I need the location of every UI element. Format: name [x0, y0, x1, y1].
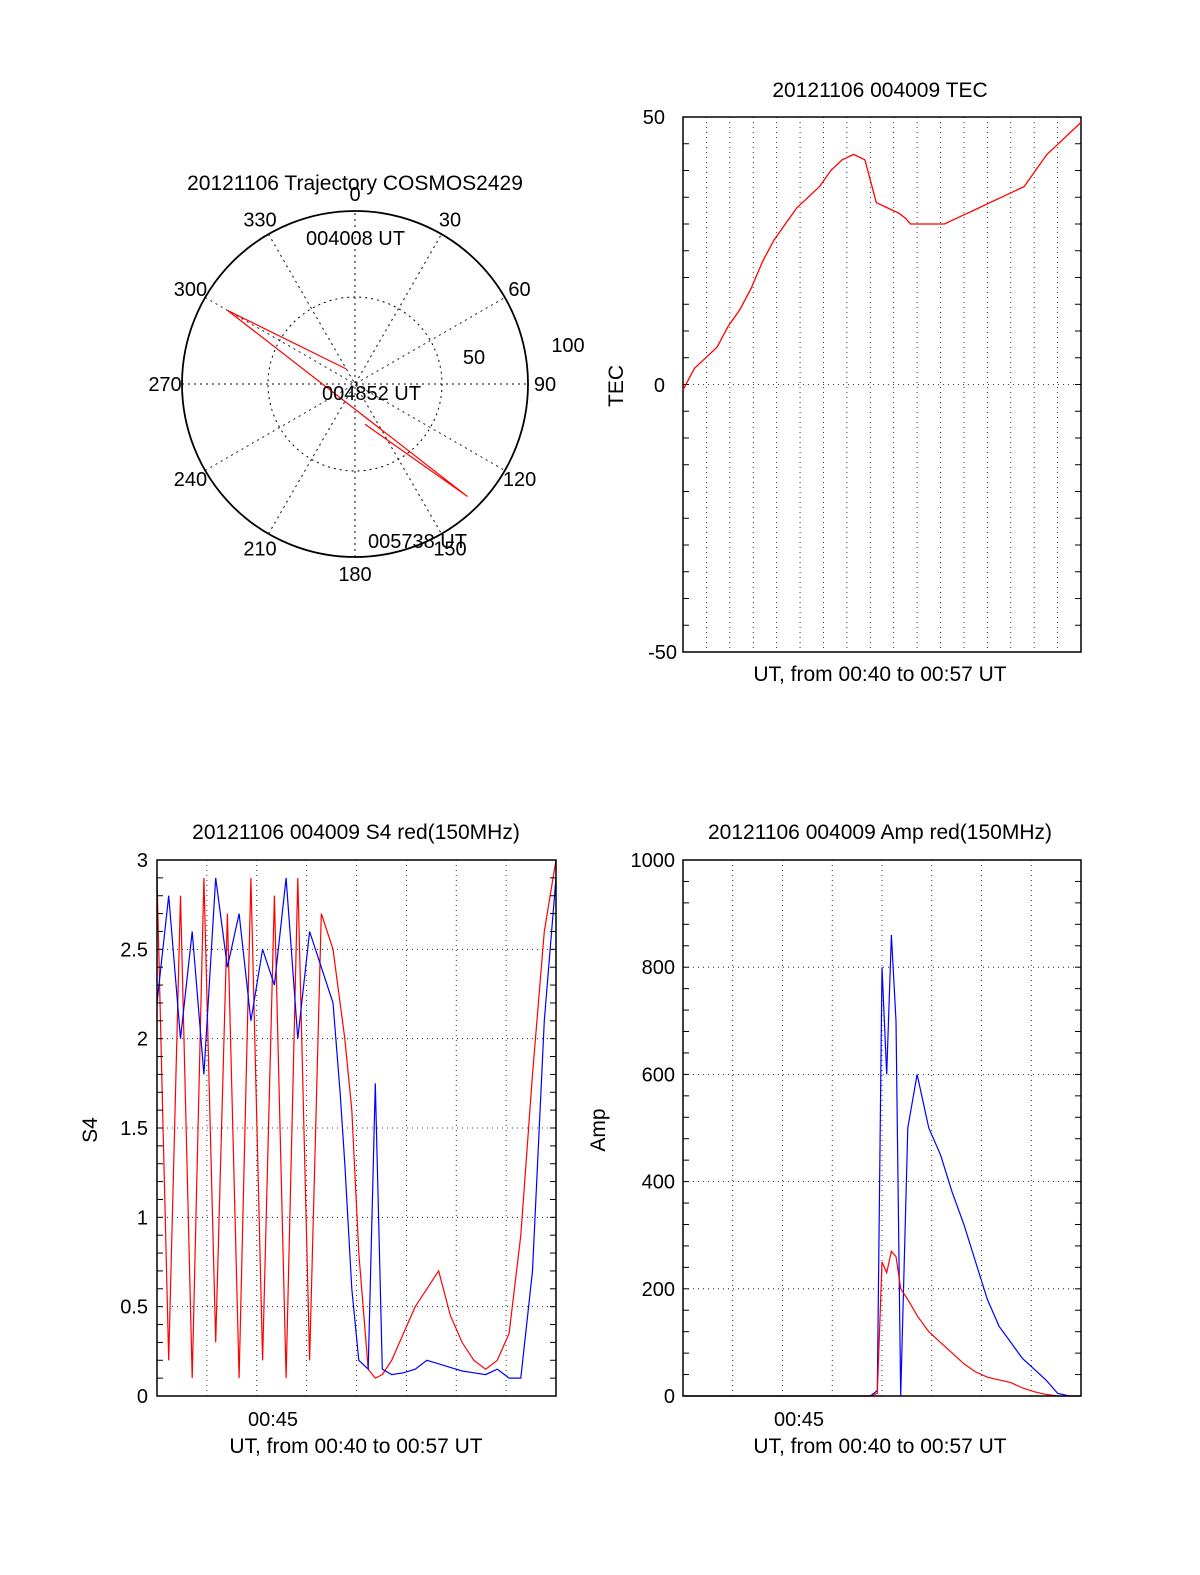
- s4-xlabel: UT, from 00:40 to 00:57 UT: [229, 1435, 482, 1458]
- s4-ytick-label: 3: [137, 850, 148, 872]
- amp-ylabel: Amp: [587, 1108, 610, 1151]
- tec-panel: 20121106 004009 TEC 50 0 -50 TEC UT, fro…: [605, 79, 1082, 686]
- tec-xlabel: UT, from 00:40 to 00:57 UT: [753, 663, 1006, 686]
- azimuth-label-330: 330: [243, 209, 276, 231]
- amp-ticks: [683, 859, 1081, 1397]
- s4-ytick-label: 1.5: [120, 1118, 148, 1140]
- polar-spoke: [268, 233, 442, 535]
- polar-title: 20121106 Trajectory COSMOS2429: [187, 172, 523, 195]
- azimuth-label-300: 300: [174, 279, 207, 301]
- annotation-start-time: 004008 UT: [306, 228, 405, 250]
- amp-series-red: [683, 1250, 1081, 1397]
- s4-title: 20121106 004009 S4 red(150MHz): [192, 821, 520, 844]
- tec-ytick-minus50: -50: [648, 642, 677, 664]
- azimuth-label-270: 270: [148, 374, 181, 396]
- azimuth-label-240: 240: [174, 469, 207, 491]
- tec-ytick-50: 50: [643, 107, 665, 129]
- s4-series-blue: [156, 877, 557, 1379]
- amp-ytick-label: 0: [664, 1386, 675, 1408]
- amp-ytick-label: 800: [642, 957, 675, 979]
- azimuth-label-0: 0: [349, 184, 360, 206]
- amp-panel: 20121106 004009 Amp red(150MHz) 0 200 400 6…: [587, 821, 1082, 1458]
- polar-grid: [181, 210, 529, 558]
- tec-ytick-0: 0: [654, 375, 665, 397]
- polar-azimuth-labels: 0 30 60 90 120 150 180 210 240 270 300 330: [148, 184, 556, 586]
- tec-grid: [683, 117, 1081, 652]
- annotation-end-time: 005738 UT: [368, 531, 467, 553]
- ring-label-100: 100: [551, 335, 584, 357]
- amp-ytick-labels: 0 200 400 600 800 1000: [631, 850, 676, 1408]
- amp-series-blue: [683, 934, 1081, 1397]
- tec-plot-frame: [682, 116, 1082, 653]
- polar-spoke: [268, 233, 442, 535]
- ring-label-50: 50: [463, 347, 485, 369]
- s4-panel: 20121106 004009 S4 red(150MHz) 0 0.5 1 1.5 2…: [79, 821, 557, 1458]
- tec-series-red: [682, 121, 1082, 391]
- s4-series-red: [156, 859, 557, 1379]
- s4-ytick-label: 1: [137, 1207, 148, 1229]
- amp-ytick-label: 600: [642, 1064, 675, 1086]
- trajectory-line: [227, 309, 468, 498]
- azimuth-label-150: 150: [433, 539, 466, 561]
- annotation-mid-time: 004852 UT: [322, 383, 421, 405]
- s4-ytick-label: 0: [137, 1386, 148, 1408]
- amp-ytick-label: 200: [642, 1279, 675, 1301]
- azimuth-label-120: 120: [503, 469, 536, 491]
- tec-title: 20121106 004009 TEC: [772, 79, 987, 102]
- amp-ytick-label: 1000: [631, 850, 676, 872]
- amp-xlabel: UT, from 00:40 to 00:57 UT: [753, 1435, 1006, 1458]
- azimuth-label-60: 60: [508, 279, 530, 301]
- amp-xtick-0045: 00:45: [774, 1409, 824, 1431]
- azimuth-label-180: 180: [338, 564, 371, 586]
- azimuth-label-210: 210: [243, 539, 276, 561]
- azimuth-label-30: 30: [439, 209, 461, 231]
- tec-ylabel: TEC: [605, 365, 628, 407]
- amp-grid: [683, 860, 1081, 1396]
- polar-spoke: [204, 297, 506, 471]
- s4-ticks: [157, 859, 556, 1397]
- azimuth-label-90: 90: [534, 374, 556, 396]
- polar-spoke: [204, 297, 506, 471]
- s4-xtick-0045: 00:45: [248, 1409, 298, 1431]
- s4-ylabel: S4: [79, 1117, 102, 1143]
- polar-panel: 20121106 Trajectory COSMOS2429 0 30 60 90 12…: [148, 172, 584, 586]
- s4-ytick-label: 0.5: [120, 1297, 148, 1319]
- s4-ytick-label: 2.5: [120, 939, 148, 961]
- amp-plot-frame: [682, 859, 1082, 1397]
- s4-ytick-labels: 0 0.5 1 1.5 2 2.5 3: [120, 850, 148, 1408]
- s4-ytick-label: 2: [137, 1029, 148, 1051]
- amp-ytick-label: 400: [642, 1172, 675, 1194]
- amp-title: 20121106 004009 Amp red(150MHz): [708, 821, 1052, 844]
- tec-y-ticks: [683, 116, 1081, 653]
